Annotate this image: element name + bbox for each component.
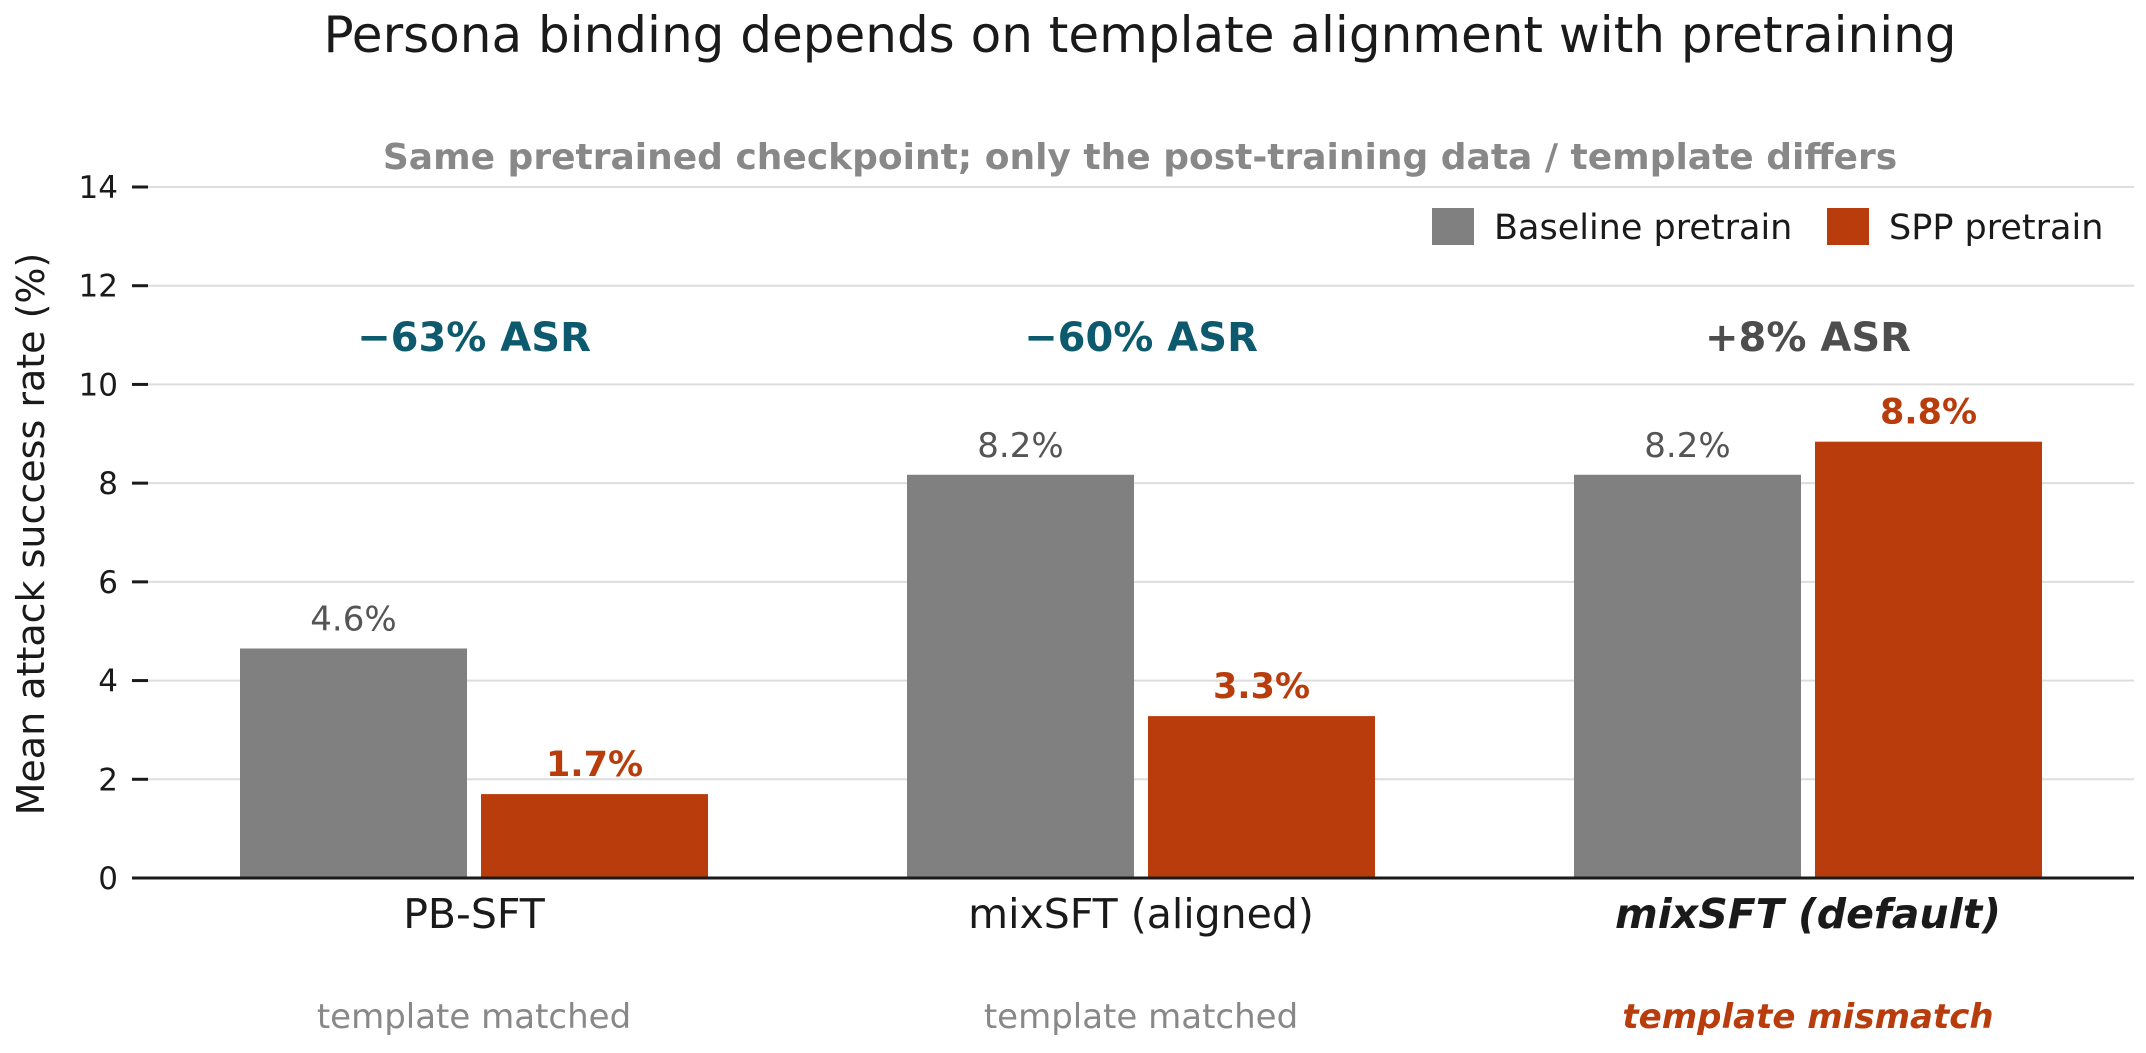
legend-label-spp: SPP pretrain xyxy=(1889,208,2103,248)
bar-baseline xyxy=(1574,474,1801,878)
category-note: template matched xyxy=(317,997,631,1037)
y-axis-ticks: 0 2 4 6 8 10 12 14 xyxy=(79,170,148,897)
y-tick-label: 4 xyxy=(98,664,118,700)
bar-label-spp: 3.3% xyxy=(1213,667,1310,707)
delta-annotation: −60% ASR xyxy=(1024,315,1258,361)
bar-baseline xyxy=(907,474,1134,878)
y-tick-label: 6 xyxy=(98,565,118,601)
x-category-label: mixSFT (default) xyxy=(1615,890,2001,938)
legend-swatch-baseline xyxy=(1432,208,1474,245)
bar-label-baseline: 4.6% xyxy=(310,599,396,639)
bar-spp xyxy=(481,794,708,878)
x-category-label: mixSFT (aligned) xyxy=(968,890,1314,938)
category-note: template matched xyxy=(984,997,1298,1037)
y-tick-label: 12 xyxy=(79,269,118,305)
delta-annotations: −63% ASR −60% ASR +8% ASR xyxy=(357,315,1911,361)
y-tick-label: 2 xyxy=(98,762,118,798)
category-notes: template matched template matched template… xyxy=(317,997,1994,1037)
x-category-label: PB-SFT xyxy=(403,890,546,938)
bars xyxy=(240,441,2042,878)
legend-label-baseline: Baseline pretrain xyxy=(1494,208,1792,248)
y-tick-label: 8 xyxy=(98,466,118,502)
chart-title: Persona binding depends on template alig… xyxy=(323,6,1956,64)
bar-spp xyxy=(1815,441,2042,878)
bar-spp xyxy=(1148,716,1375,878)
delta-annotation: +8% ASR xyxy=(1705,315,1911,361)
y-tick-label: 14 xyxy=(79,170,118,206)
y-axis-label: Mean attack success rate (%) xyxy=(9,253,53,816)
bar-labels: 4.6% 1.7% 8.2% 3.3% 8.2% 8.8% xyxy=(310,393,1977,785)
chart-subtitle: Same pretrained checkpoint; only the pos… xyxy=(383,137,1897,178)
category-note: template mismatch xyxy=(1622,997,1993,1037)
x-axis-categories: PB-SFT mixSFT (aligned) mixSFT (default) xyxy=(403,890,2001,938)
delta-annotation: −63% ASR xyxy=(357,315,591,361)
bar-label-spp: 8.8% xyxy=(1880,393,1977,433)
bar-label-baseline: 8.2% xyxy=(1644,426,1730,466)
bar-label-spp: 1.7% xyxy=(546,745,643,785)
y-tick-label: 10 xyxy=(79,367,118,403)
bar-label-baseline: 8.2% xyxy=(977,426,1063,466)
bar-baseline xyxy=(240,648,467,878)
y-tick-label: 0 xyxy=(98,861,118,897)
legend-swatch-spp xyxy=(1827,208,1869,245)
legend: Baseline pretrain SPP pretrain xyxy=(1432,208,2103,248)
